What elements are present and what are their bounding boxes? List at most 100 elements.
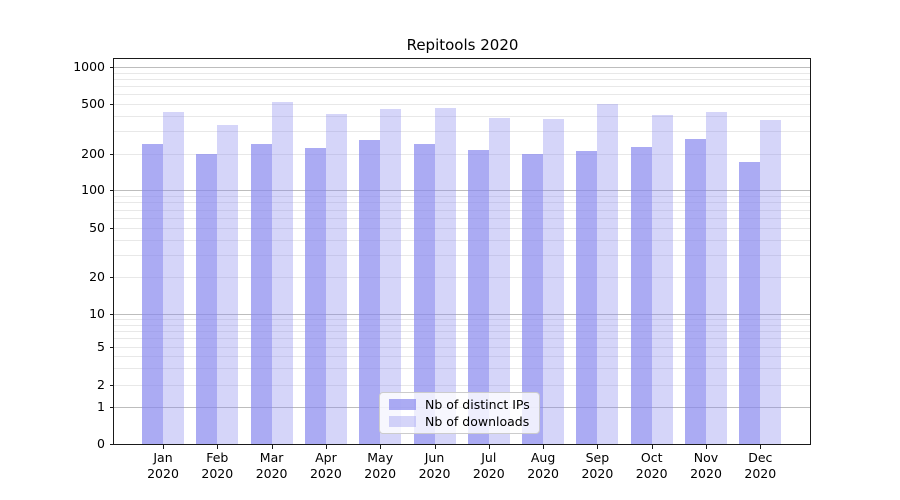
bar-mar-distinct-ips xyxy=(250,144,272,444)
gridline-minor xyxy=(114,131,810,133)
bar-aug-distinct-ips xyxy=(522,154,544,444)
x-tick-mark xyxy=(163,445,164,449)
gridline-minor xyxy=(114,277,810,278)
x-tick-mark xyxy=(488,445,490,449)
bar-oct-downloads xyxy=(651,114,673,444)
y-tick-label: 0 xyxy=(97,436,105,451)
gridline-minor xyxy=(114,319,810,321)
gridline-minor xyxy=(114,239,810,241)
bar-may-downloads xyxy=(380,109,402,444)
legend-swatch-downloads xyxy=(389,416,416,427)
x-tick-label-jun: Jun 2020 xyxy=(418,450,451,481)
bar-sep-downloads xyxy=(597,104,619,444)
gridline-minor xyxy=(114,78,810,80)
y-tick-label: 20 xyxy=(89,269,105,284)
gridline-minor xyxy=(114,324,810,326)
gridline-minor xyxy=(114,115,810,117)
gridline-major xyxy=(114,190,810,191)
legend-label-downloads: Nb of downloads xyxy=(425,414,530,429)
bar-dec-distinct-ips xyxy=(739,161,761,444)
x-tick-mark xyxy=(434,445,436,449)
y-tick-label: 2 xyxy=(97,377,105,392)
x-tick-label-jul: Jul 2020 xyxy=(472,450,505,481)
x-tick-label-may: May 2020 xyxy=(364,450,397,481)
gridline-minor xyxy=(114,228,810,229)
gridline-major xyxy=(114,67,810,68)
y-tick-mark xyxy=(110,228,114,229)
x-tick-mark xyxy=(271,445,273,449)
gridline-minor xyxy=(114,338,810,340)
bar-jan-downloads xyxy=(163,111,184,444)
gridline-minor xyxy=(114,255,810,257)
bar-jun-distinct-ips xyxy=(413,144,435,444)
bar-may-distinct-ips xyxy=(359,140,381,444)
x-tick-label-jan: Jan 2020 xyxy=(147,450,179,481)
bar-feb-distinct-ips xyxy=(196,153,218,444)
x-tick-mark xyxy=(380,445,382,449)
y-tick-label: 500 xyxy=(81,95,105,111)
y-tick-label: 10 xyxy=(89,306,105,321)
y-tick-label: 5 xyxy=(97,339,105,354)
legend: Nb of distinct IPs Nb of downloads xyxy=(379,392,540,434)
x-tick-label-aug: Aug 2020 xyxy=(527,450,559,481)
x-tick-label-mar: Mar 2020 xyxy=(255,450,288,481)
y-tick-mark xyxy=(110,277,114,278)
gridline-minor xyxy=(114,209,810,211)
x-tick-mark xyxy=(760,445,762,449)
gridline-minor xyxy=(114,347,810,348)
x-tick-mark xyxy=(217,445,219,449)
gridline-minor xyxy=(114,202,810,204)
x-tick-label-oct: Oct 2020 xyxy=(635,450,668,481)
y-tick-mark xyxy=(110,407,114,408)
x-tick-label-nov: Nov 2020 xyxy=(690,450,722,481)
x-tick-mark xyxy=(651,445,653,449)
bar-aug-downloads xyxy=(543,119,565,444)
gridline-minor xyxy=(114,195,810,197)
gridline-major xyxy=(114,314,810,315)
gridline-minor xyxy=(114,72,810,74)
gridline-minor xyxy=(114,385,810,386)
gridline-minor xyxy=(114,356,810,358)
bar-jun-downloads xyxy=(434,107,456,444)
gridline-minor xyxy=(114,85,810,87)
y-tick-mark xyxy=(110,153,114,155)
x-tick-label-feb: Feb 2020 xyxy=(201,450,234,481)
y-tick-mark xyxy=(110,103,114,105)
bar-mar-downloads xyxy=(271,101,293,444)
y-tick-label: 1000 xyxy=(73,59,105,74)
gridline-minor xyxy=(114,368,810,370)
bar-jan-distinct-ips xyxy=(142,143,163,444)
gridline-minor xyxy=(114,153,810,155)
gridline-minor xyxy=(114,330,810,332)
x-tick-mark xyxy=(597,445,599,449)
x-tick-mark xyxy=(706,445,707,449)
y-tick-mark xyxy=(110,190,114,191)
chart-title: Repitools 2020 xyxy=(406,36,519,54)
y-tick-mark xyxy=(110,347,114,348)
bar-dec-downloads xyxy=(760,119,782,444)
bar-apr-downloads xyxy=(325,114,347,444)
x-tick-mark xyxy=(543,445,545,449)
x-tick-label-apr: Apr 2020 xyxy=(309,450,342,481)
bar-jul-downloads xyxy=(488,118,510,444)
x-tick-label-sep: Sep 2020 xyxy=(581,450,614,481)
bar-nov-distinct-ips xyxy=(685,138,706,444)
gridline-minor xyxy=(114,93,810,95)
y-tick-mark xyxy=(110,385,114,386)
x-tick-mark xyxy=(325,445,327,449)
y-tick-label: 100 xyxy=(81,182,105,197)
bar-feb-downloads xyxy=(217,125,239,444)
bar-oct-distinct-ips xyxy=(630,146,652,444)
bar-sep-distinct-ips xyxy=(576,151,598,444)
gridline-minor xyxy=(114,103,810,105)
bar-apr-distinct-ips xyxy=(304,147,326,444)
x-tick-label-dec: Dec 2020 xyxy=(744,450,777,481)
y-tick-label: 1 xyxy=(97,399,105,414)
legend-swatch-distinct-ips xyxy=(389,399,416,410)
y-tick-label: 50 xyxy=(89,220,105,235)
bar-jul-distinct-ips xyxy=(467,150,489,444)
bar-nov-downloads xyxy=(706,112,727,444)
y-tick-label: 200 xyxy=(81,145,105,161)
legend-label-distinct-ips: Nb of distinct IPs xyxy=(425,397,530,412)
